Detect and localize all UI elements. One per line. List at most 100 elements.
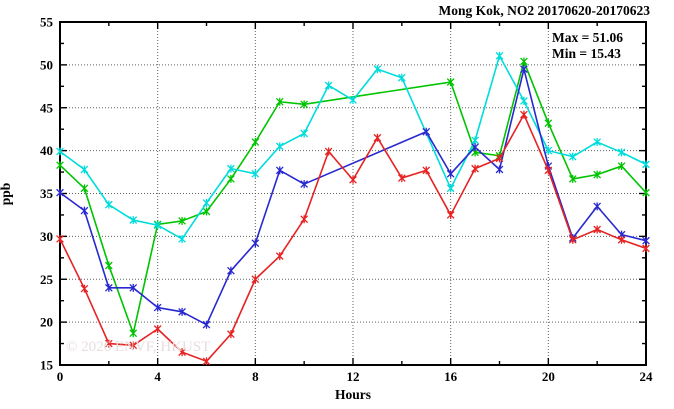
y-tick-label: 25 bbox=[40, 272, 54, 287]
x-tick-label: 24 bbox=[640, 369, 654, 384]
day-red-marker bbox=[129, 341, 138, 350]
day-cyan-marker bbox=[153, 221, 162, 230]
day-green-marker bbox=[446, 78, 455, 87]
day-blue-marker bbox=[227, 266, 235, 275]
day-cyan-marker bbox=[227, 164, 235, 173]
stats-annotation: Max = 51.06 Min = 15.43 bbox=[552, 30, 623, 62]
day-cyan-marker bbox=[593, 138, 602, 147]
day-red-marker bbox=[397, 174, 406, 183]
day-red-marker bbox=[56, 234, 64, 243]
day-cyan-marker bbox=[324, 81, 333, 90]
day-cyan-marker bbox=[373, 65, 382, 74]
day-red-marker bbox=[324, 147, 333, 156]
day-green-marker bbox=[129, 329, 138, 338]
x-axis-title: Hours bbox=[334, 387, 371, 402]
max-value-label: Max = 51.06 bbox=[552, 30, 624, 45]
day-cyan-marker bbox=[56, 147, 64, 156]
day-blue-marker bbox=[178, 307, 186, 316]
day-blue-marker bbox=[129, 283, 138, 292]
chart-title: Mong Kok, NO2 20170620-20170623 bbox=[438, 3, 650, 18]
day-green-marker bbox=[251, 138, 260, 147]
day-green-marker bbox=[80, 184, 89, 193]
y-tick-label: 55 bbox=[40, 15, 54, 30]
day-cyan-marker bbox=[178, 234, 186, 243]
day-green-marker bbox=[178, 216, 186, 225]
day-green-marker bbox=[568, 174, 577, 183]
day-cyan-marker bbox=[642, 160, 650, 169]
y-tick-label: 50 bbox=[40, 57, 53, 72]
day-blue-marker bbox=[422, 127, 431, 136]
day-blue-marker bbox=[202, 320, 211, 329]
day-cyan-marker bbox=[617, 148, 626, 157]
day-green-marker bbox=[300, 100, 309, 109]
y-tick-label: 15 bbox=[40, 358, 54, 373]
day-green-marker bbox=[544, 119, 553, 128]
day-blue-marker bbox=[104, 283, 113, 292]
x-tick-label: 12 bbox=[347, 369, 360, 384]
day-red-marker bbox=[373, 133, 382, 142]
x-tick-label: 8 bbox=[252, 369, 259, 384]
day-red-marker bbox=[349, 175, 357, 184]
day-cyan-marker bbox=[251, 169, 260, 178]
day-blue-marker bbox=[520, 65, 528, 74]
day-blue-marker bbox=[446, 169, 455, 178]
day-green-marker bbox=[593, 170, 602, 179]
day-blue-marker bbox=[495, 165, 504, 174]
day-red-marker bbox=[104, 339, 113, 348]
day-red-marker bbox=[593, 225, 602, 234]
day-green-marker bbox=[202, 207, 211, 216]
day-red-marker bbox=[617, 235, 626, 244]
y-tick-label: 30 bbox=[40, 229, 53, 244]
watermark-text: © 2026 ENVF, HKUST bbox=[66, 339, 211, 355]
day-red-marker bbox=[251, 275, 260, 284]
day-blue-marker bbox=[275, 166, 284, 175]
y-axis-title: ppb bbox=[0, 182, 13, 206]
day-green-marker bbox=[56, 161, 64, 170]
day-green-marker bbox=[227, 174, 235, 183]
day-cyan-line bbox=[59, 54, 647, 240]
min-value-label: Min = 15.43 bbox=[552, 46, 621, 61]
day-green-marker bbox=[617, 162, 626, 171]
day-blue-marker bbox=[251, 239, 260, 248]
day-green-marker bbox=[520, 57, 528, 66]
day-cyan-marker bbox=[568, 152, 577, 161]
day-cyan-marker bbox=[495, 51, 504, 60]
day-cyan-marker bbox=[275, 142, 284, 151]
day-cyan-marker bbox=[300, 129, 309, 138]
y-tick-label: 20 bbox=[40, 315, 53, 330]
y-tick-label: 45 bbox=[40, 100, 54, 115]
day-red-marker bbox=[495, 154, 504, 163]
day-red-marker bbox=[80, 284, 89, 293]
day-red-marker bbox=[202, 357, 211, 366]
day-red-marker bbox=[153, 324, 162, 333]
day-cyan-marker bbox=[80, 165, 89, 174]
day-green-line bbox=[59, 60, 647, 335]
day-green-marker bbox=[642, 188, 650, 197]
day-red-marker bbox=[544, 166, 553, 175]
day-blue-marker bbox=[80, 206, 89, 215]
day-red-marker bbox=[642, 244, 650, 253]
x-tick-label: 4 bbox=[154, 369, 161, 384]
day-green-marker bbox=[104, 261, 113, 270]
day-blue-marker bbox=[642, 236, 650, 245]
day-cyan-marker bbox=[471, 136, 479, 145]
x-tick-label: 20 bbox=[542, 369, 555, 384]
day-cyan-marker bbox=[520, 96, 528, 105]
day-cyan-marker bbox=[349, 96, 357, 105]
day-cyan-marker bbox=[544, 146, 553, 155]
day-cyan-marker bbox=[104, 200, 113, 209]
day-red-marker bbox=[275, 252, 284, 261]
y-tick-label: 35 bbox=[40, 186, 54, 201]
day-red-marker bbox=[178, 348, 186, 357]
day-blue-marker bbox=[593, 202, 602, 211]
day-cyan-marker bbox=[446, 184, 455, 193]
day-cyan-marker bbox=[129, 216, 138, 225]
day-blue-marker bbox=[56, 188, 64, 197]
day-blue-marker bbox=[300, 180, 309, 189]
day-red-marker bbox=[520, 110, 528, 119]
day-red-marker bbox=[422, 166, 431, 175]
day-cyan-marker bbox=[397, 73, 406, 82]
day-blue-marker bbox=[471, 143, 479, 152]
